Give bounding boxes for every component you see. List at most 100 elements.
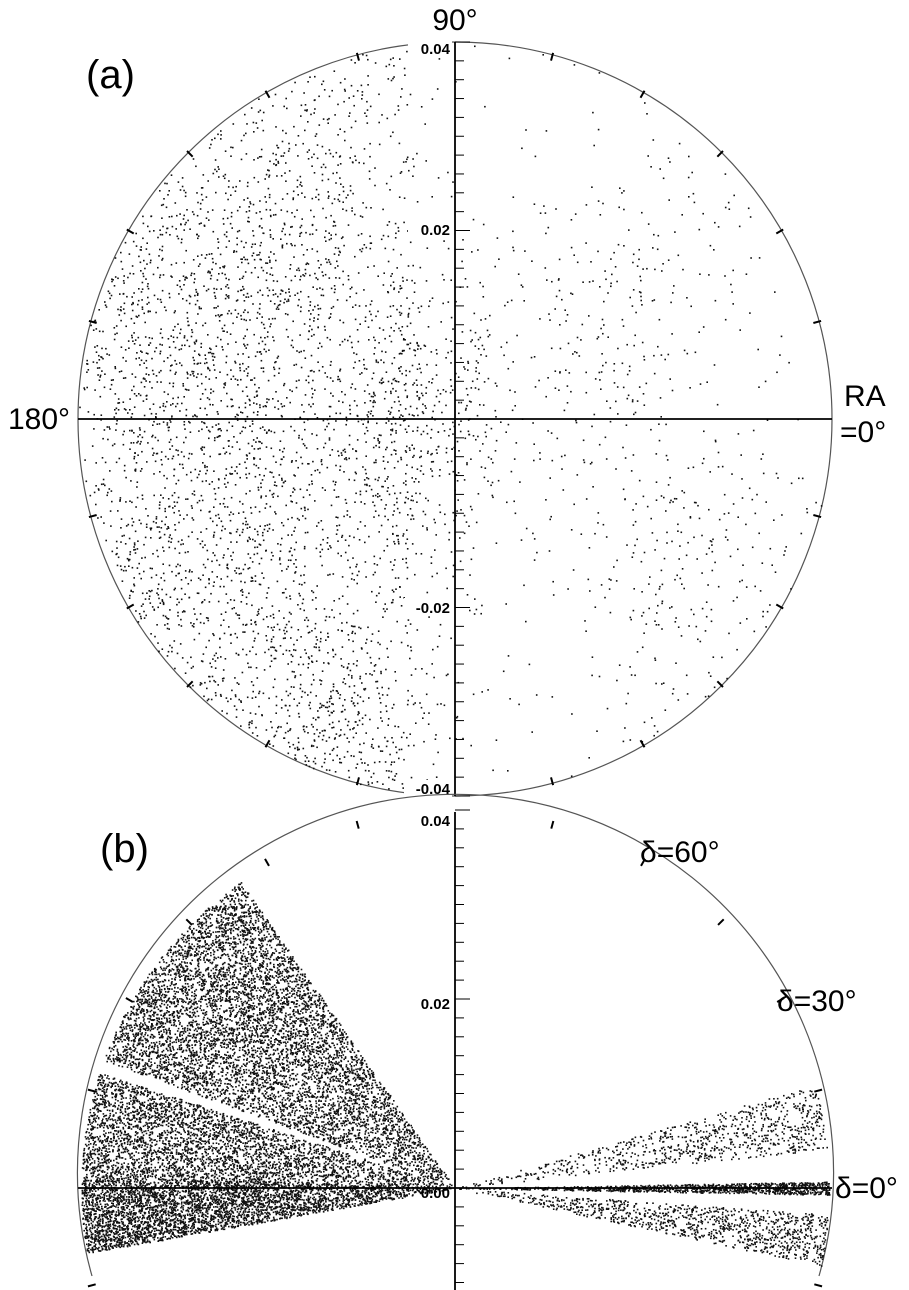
panel-a-point <box>201 448 203 450</box>
panel-a-point <box>639 276 641 278</box>
panel-a-point <box>215 499 217 501</box>
panel-a-point <box>568 343 570 345</box>
panel-a-point <box>365 455 367 457</box>
panel-a-point <box>498 480 500 482</box>
panel-a-point <box>518 704 520 706</box>
panel-a-point <box>308 760 310 762</box>
panel-a-point <box>507 301 509 303</box>
panel-b-point <box>367 1149 369 1151</box>
panel-a-point <box>237 266 239 268</box>
panel-a-point <box>164 306 166 308</box>
panel-a-point <box>269 471 271 473</box>
panel-a-point <box>116 333 118 335</box>
panel-a-point <box>209 370 211 372</box>
panel-a-point <box>129 595 131 597</box>
panel-a-point <box>268 176 270 178</box>
panel-a-point <box>282 406 284 408</box>
panel-a-point <box>361 682 363 684</box>
panel-a-point <box>222 526 224 528</box>
panel-a-point <box>536 552 538 554</box>
panel-a-point <box>191 273 193 275</box>
panel-a-point <box>711 544 713 546</box>
panel-a-point <box>802 478 804 480</box>
panel-a-point <box>703 431 705 433</box>
panel-a-point <box>150 260 152 262</box>
panel-a-point <box>298 268 300 270</box>
panel-a-point <box>289 402 291 404</box>
panel-a-point <box>103 483 105 485</box>
panel-a-point <box>109 428 111 430</box>
panel-a-point <box>617 386 619 388</box>
panel-a-point <box>194 494 196 496</box>
panel-a-point <box>272 318 274 320</box>
panel-a-point <box>180 189 182 191</box>
panel-a-point <box>242 672 244 674</box>
panel-a-point <box>440 393 442 395</box>
panel-a-point <box>356 564 358 566</box>
panel-a-point <box>272 238 274 240</box>
panel-a-point <box>174 588 176 590</box>
panel-a-point <box>403 482 405 484</box>
panel-a-point <box>326 616 328 618</box>
panel-a-point <box>740 622 742 624</box>
panel-a-point <box>345 451 347 453</box>
panel-a-point <box>458 472 460 474</box>
panel-a-point <box>327 574 329 576</box>
panel-a-point <box>240 573 242 575</box>
panel-a-point <box>255 654 257 656</box>
panel-a-point <box>194 342 196 344</box>
panel-a-point <box>351 677 353 679</box>
panel-a-point <box>554 308 556 310</box>
panel-b-point <box>394 1149 396 1151</box>
panel-a-point <box>489 334 491 336</box>
panel-a-point <box>290 560 292 562</box>
panel-a-point <box>288 299 290 301</box>
panel-a-point <box>350 670 352 672</box>
panel-a-point <box>272 529 274 531</box>
panel-a-point <box>399 596 401 598</box>
panel-a-point <box>182 298 184 300</box>
panel-a-point <box>349 157 351 159</box>
panel-a-point <box>393 485 395 487</box>
panel-a-point <box>337 134 339 136</box>
panel-a-point <box>197 385 199 387</box>
panel-a-point <box>714 364 716 366</box>
panel-a-point <box>312 198 314 200</box>
panel-a-point <box>246 458 248 460</box>
panel-a-point <box>297 305 299 307</box>
panel-a-point <box>236 709 238 711</box>
panel-a-point <box>197 293 199 295</box>
panel-a-point <box>280 293 282 295</box>
panel-a-point <box>226 331 228 333</box>
panel-a-point <box>281 209 283 211</box>
panel-a-point <box>299 184 301 186</box>
panel-a-point <box>149 254 151 256</box>
panel-a-point <box>347 514 349 516</box>
panel-a-point <box>410 508 412 510</box>
panel-a-point <box>107 426 109 428</box>
panel-a-point <box>266 209 268 211</box>
panel-a-point <box>470 341 472 343</box>
panel-a-point <box>266 280 268 282</box>
panel-a-point <box>337 692 339 694</box>
panel-a-point <box>305 380 307 382</box>
panel-a-point <box>646 113 648 115</box>
panel-a-point <box>362 202 364 204</box>
panel-a-point <box>328 548 330 550</box>
panel-a-point <box>136 486 138 488</box>
panel-a-point <box>114 366 116 368</box>
panel-a-point <box>329 239 331 241</box>
panel-a-point <box>333 600 335 602</box>
panel-a-point <box>529 664 531 666</box>
panel-a-point <box>347 560 349 562</box>
panel-a-point <box>239 614 241 616</box>
panel-a-point <box>286 631 288 633</box>
panel-a-point <box>634 545 636 547</box>
panel-a-point <box>274 318 276 320</box>
panel-a-point <box>482 443 484 445</box>
panel-a-point <box>413 415 415 417</box>
panel-a-point <box>95 485 97 487</box>
panel-a-point <box>487 480 489 482</box>
panel-a-point <box>223 223 225 225</box>
panel-a-point <box>277 161 279 163</box>
